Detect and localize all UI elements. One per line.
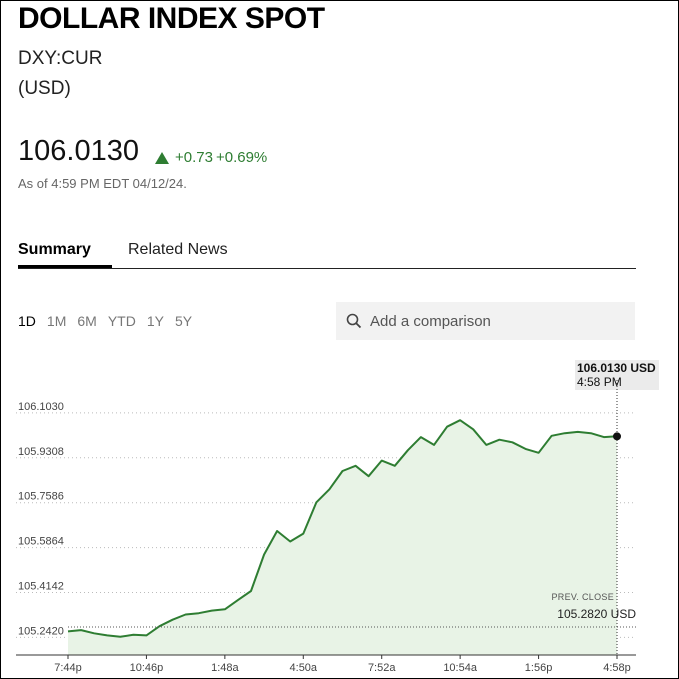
currency-label: (USD)	[18, 78, 71, 99]
comparison-search-box[interactable]	[336, 302, 635, 340]
x-tick-label: 7:52a	[368, 662, 396, 674]
y-tick-label: 105.9308	[18, 446, 64, 458]
range-selector: 1D 1M 6M YTD 1Y 5Y	[18, 313, 192, 329]
up-arrow-icon	[155, 151, 169, 164]
ticker-symbol: DXY:CUR	[18, 48, 103, 69]
tab-related-news[interactable]: Related News	[128, 241, 228, 258]
x-tick-label: 4:58p	[603, 662, 631, 674]
price-change: +0.73 +0.69%	[155, 149, 267, 166]
tab-bar: Summary Related News	[18, 240, 636, 269]
tooltip-time: 4:58 PM	[577, 375, 622, 389]
range-1y[interactable]: 1Y	[146, 313, 164, 329]
range-1d[interactable]: 1D	[18, 313, 36, 329]
last-price-marker	[613, 432, 621, 441]
y-tick-label: 106.1030	[18, 401, 64, 413]
x-axis-labels: 7:44p 10:46p 1:48a 4:50a 7:52a 10:54a 1:56p 4:5…	[54, 655, 631, 674]
as-of-timestamp: As of 4:59 PM EDT 04/12/24.	[18, 176, 187, 191]
y-tick-label: 105.2420	[18, 625, 64, 637]
range-ytd[interactable]: YTD	[107, 313, 136, 329]
prev-close-value: 105.2820 USD	[557, 607, 636, 621]
x-tick-label: 1:56p	[525, 662, 553, 674]
y-tick-label: 105.5864	[18, 536, 64, 548]
range-5y[interactable]: 5Y	[174, 313, 193, 329]
price-chart[interactable]: 106.1030 105.9308 105.7586 105.5864 105.4142…	[0, 380, 679, 679]
x-tick-label: 10:46p	[130, 662, 164, 674]
x-tick-label: 10:54a	[443, 662, 478, 674]
x-tick-label: 1:48a	[211, 662, 239, 674]
comparison-input[interactable]	[368, 311, 622, 331]
page-title: DOLLAR INDEX SPOT	[18, 2, 325, 35]
active-tab-indicator	[18, 265, 112, 268]
price-area-fill	[68, 420, 617, 655]
price-tooltip: 106.0130 USD 4:58 PM	[575, 360, 659, 390]
range-6m[interactable]: 6M	[77, 313, 97, 329]
change-percent: +0.69%	[215, 149, 268, 166]
change-absolute: +0.73	[175, 149, 213, 166]
price-line	[67, 419, 618, 638]
y-axis-labels: 106.1030 105.9308 105.7586 105.5864 105.4142…	[18, 401, 64, 638]
range-1m[interactable]: 1M	[46, 313, 67, 329]
y-tick-label: 105.4142	[18, 581, 64, 593]
tab-summary[interactable]: Summary	[18, 241, 91, 258]
current-price: 106.0130	[18, 135, 139, 167]
y-tick-label: 105.7586	[18, 491, 64, 503]
x-tick-label: 7:44p	[54, 662, 82, 674]
tooltip-value: 106.0130 USD	[577, 361, 656, 375]
prev-close-label: PREV. CLOSE	[552, 592, 615, 602]
search-icon	[346, 313, 362, 329]
x-tick-label: 4:50a	[290, 662, 318, 674]
